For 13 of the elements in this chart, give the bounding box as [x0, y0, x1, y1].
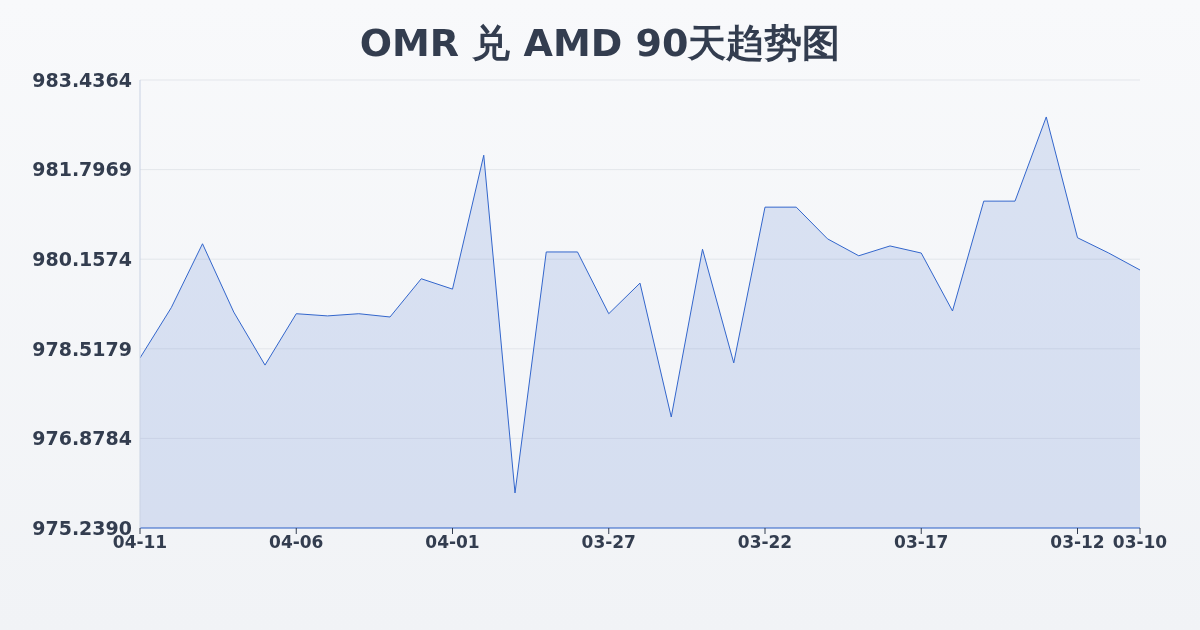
x-tick-label: 03-10: [1112, 532, 1168, 553]
x-tick-label: 03-12: [1050, 532, 1105, 553]
chart-title: OMR 兑 AMD 90天趋势图: [358, 20, 842, 67]
y-tick-label: 978.5179: [32, 337, 132, 360]
y-tick-label: 980.1574: [32, 247, 132, 270]
y-tick-label: 981.7969: [32, 158, 132, 181]
x-tick-label: 03-27: [581, 532, 636, 553]
x-tick-label: 04-06: [269, 532, 324, 553]
y-tick-label: 976.8784: [32, 427, 132, 450]
y-tick-label: 983.4364: [32, 68, 132, 91]
x-tick-label: 04-01: [425, 532, 480, 553]
x-tick-label: 03-17: [894, 532, 949, 553]
x-tick-label: 03-22: [737, 532, 793, 553]
